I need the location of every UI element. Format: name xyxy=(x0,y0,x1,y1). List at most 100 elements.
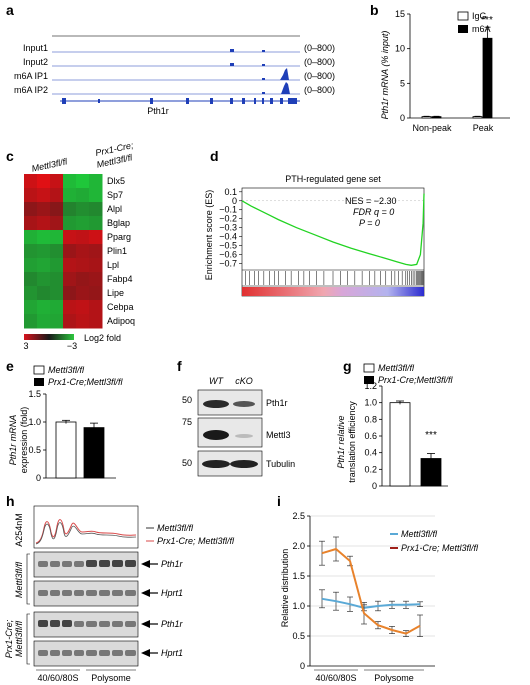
panel-label-i: i xyxy=(277,493,281,509)
legend-swatch xyxy=(364,376,374,384)
heatmap-cell xyxy=(37,216,51,231)
heatmap-cell xyxy=(50,230,64,245)
heatmap-cell xyxy=(24,188,38,203)
bar xyxy=(472,116,483,119)
series-line xyxy=(321,547,421,635)
mw-marker: 50 xyxy=(182,395,192,405)
panel-i-line-chart: Relative distribution Mettl3fl/fl Prx1-C… xyxy=(280,511,479,683)
y-tick-label: −0.5 xyxy=(219,241,237,251)
bar xyxy=(482,37,493,119)
heatmap-cell xyxy=(50,244,64,259)
y-tick-label: 0.4 xyxy=(364,448,377,458)
panel-label-f: f xyxy=(177,358,182,374)
y-axis-title: Relative distribution xyxy=(280,549,290,628)
y-tick-label: −0.1 xyxy=(219,205,237,215)
heatmap-cell xyxy=(24,174,38,189)
row-label: Plin1 xyxy=(107,246,127,256)
x-group-label: Polysome xyxy=(374,673,414,683)
row-label: Fabp4 xyxy=(107,274,133,284)
y-tick-label: 0.2 xyxy=(364,464,377,474)
heatmap-cell xyxy=(89,230,103,245)
heatmap-cell xyxy=(37,244,51,259)
heatmap-cell xyxy=(50,286,64,301)
panel-a-genome-tracks: Input1 Input2 m6A IP1 m6A IP2 (0–800) (0… xyxy=(14,35,335,115)
heatmap-cell xyxy=(50,174,64,189)
x-group-label: 40/60/80S xyxy=(37,673,78,683)
track-range: (0–800) xyxy=(304,43,335,53)
y-tick-label: 10 xyxy=(395,44,405,54)
nes-label: NES = −2.30 xyxy=(345,196,397,206)
heatmap-cell xyxy=(76,202,90,217)
track-range: (0–800) xyxy=(304,85,335,95)
y-tick-label: 0.5 xyxy=(292,631,305,641)
heatmap-cell xyxy=(24,314,38,329)
heatmap-cell xyxy=(63,174,77,189)
x-tick-label: Non-peak xyxy=(412,123,452,133)
heatmap-cell xyxy=(89,244,103,259)
heatmap-cell xyxy=(24,244,38,259)
legend-label: Mettl3fl/fl xyxy=(157,523,194,533)
y-tick-label: 1.5 xyxy=(292,571,305,581)
heatmap-cell xyxy=(76,286,90,301)
p-label: P = 0 xyxy=(359,218,380,228)
legend-label: Mettl3fl/fl xyxy=(401,529,438,539)
panel-label-h: h xyxy=(6,493,15,509)
y-tick-label: 1.0 xyxy=(28,417,41,427)
y-axis-title: expression (fold) xyxy=(19,407,29,474)
legend-label: Prx1-Cre; Mettl3fl/fl xyxy=(401,543,479,553)
y-axis-title: Pth1r relative xyxy=(336,415,346,468)
gene-label: Pth1r xyxy=(161,619,184,629)
row-label: Lipe xyxy=(107,288,124,298)
track-range: (0–800) xyxy=(304,57,335,67)
bar xyxy=(55,421,77,479)
column-group-label: Mettl3fl/fl xyxy=(31,156,69,173)
heatmap-cell xyxy=(76,272,90,287)
heatmap-cell xyxy=(24,202,38,217)
heatmap-cell xyxy=(63,272,77,287)
panel-label-g: g xyxy=(343,358,352,374)
y-tick-label: 2.5 xyxy=(292,511,305,521)
y-tick-label: 0 xyxy=(36,473,41,483)
heatmap-cell xyxy=(63,300,77,315)
y-tick-label: 1.0 xyxy=(364,398,377,408)
heatmap-cell xyxy=(37,188,51,203)
heatmap-cell xyxy=(24,230,38,245)
track-label: Input1 xyxy=(23,43,48,53)
heatmap-cell xyxy=(24,272,38,287)
gene-label: Hprt1 xyxy=(161,648,183,658)
heatmap-cell xyxy=(76,258,90,273)
y-tick-label: 0.6 xyxy=(364,431,377,441)
heatmap-cell xyxy=(63,188,77,203)
bar xyxy=(421,116,432,119)
heatmap-cell xyxy=(37,230,51,245)
panel-label-a: a xyxy=(6,2,14,18)
x-group-label: Polysome xyxy=(91,673,131,683)
y-axis-title: Enrichment score (ES) xyxy=(204,190,214,281)
heatmap-cell xyxy=(63,216,77,231)
absorbance-box xyxy=(33,505,139,549)
y-tick-label: 1.0 xyxy=(292,601,305,611)
y-tick-label: 15 xyxy=(395,9,405,19)
legend-swatch xyxy=(363,363,375,373)
row-label: Pparg xyxy=(107,232,131,242)
panel-b-bar-chart: Pth1r mRNA (% input) IgG m6A *** Non-pea… xyxy=(380,9,510,133)
gene-label: Hprt1 xyxy=(161,588,183,598)
series-line xyxy=(321,597,421,609)
heatmap-cell xyxy=(63,258,77,273)
y-tick-label: 0 xyxy=(232,196,237,206)
panel-c-heatmap: Mettl3fl/fl Prx1-Cre; Mettl3fl/fl Dlx5Sp… xyxy=(23,140,135,350)
bar xyxy=(389,402,411,487)
heatmap-cell xyxy=(50,216,64,231)
y-tick-label: 1.5 xyxy=(28,389,41,399)
heatmap-cell xyxy=(37,314,51,329)
significance: *** xyxy=(425,430,437,441)
heatmap-cell xyxy=(37,286,51,301)
x-group-label: 40/60/80S xyxy=(315,673,356,683)
heatmap-cell xyxy=(89,258,103,273)
row-label: Bglap xyxy=(107,218,130,228)
row-label: Adipoq xyxy=(107,316,135,326)
panel-label-d: d xyxy=(210,148,219,164)
panel-h-polysome-profile: A254nM Mettl3fl/fl Prx1-Cre; Mettl3fl/fl… xyxy=(4,505,235,683)
heatmap-cell xyxy=(76,216,90,231)
bar xyxy=(83,427,105,479)
